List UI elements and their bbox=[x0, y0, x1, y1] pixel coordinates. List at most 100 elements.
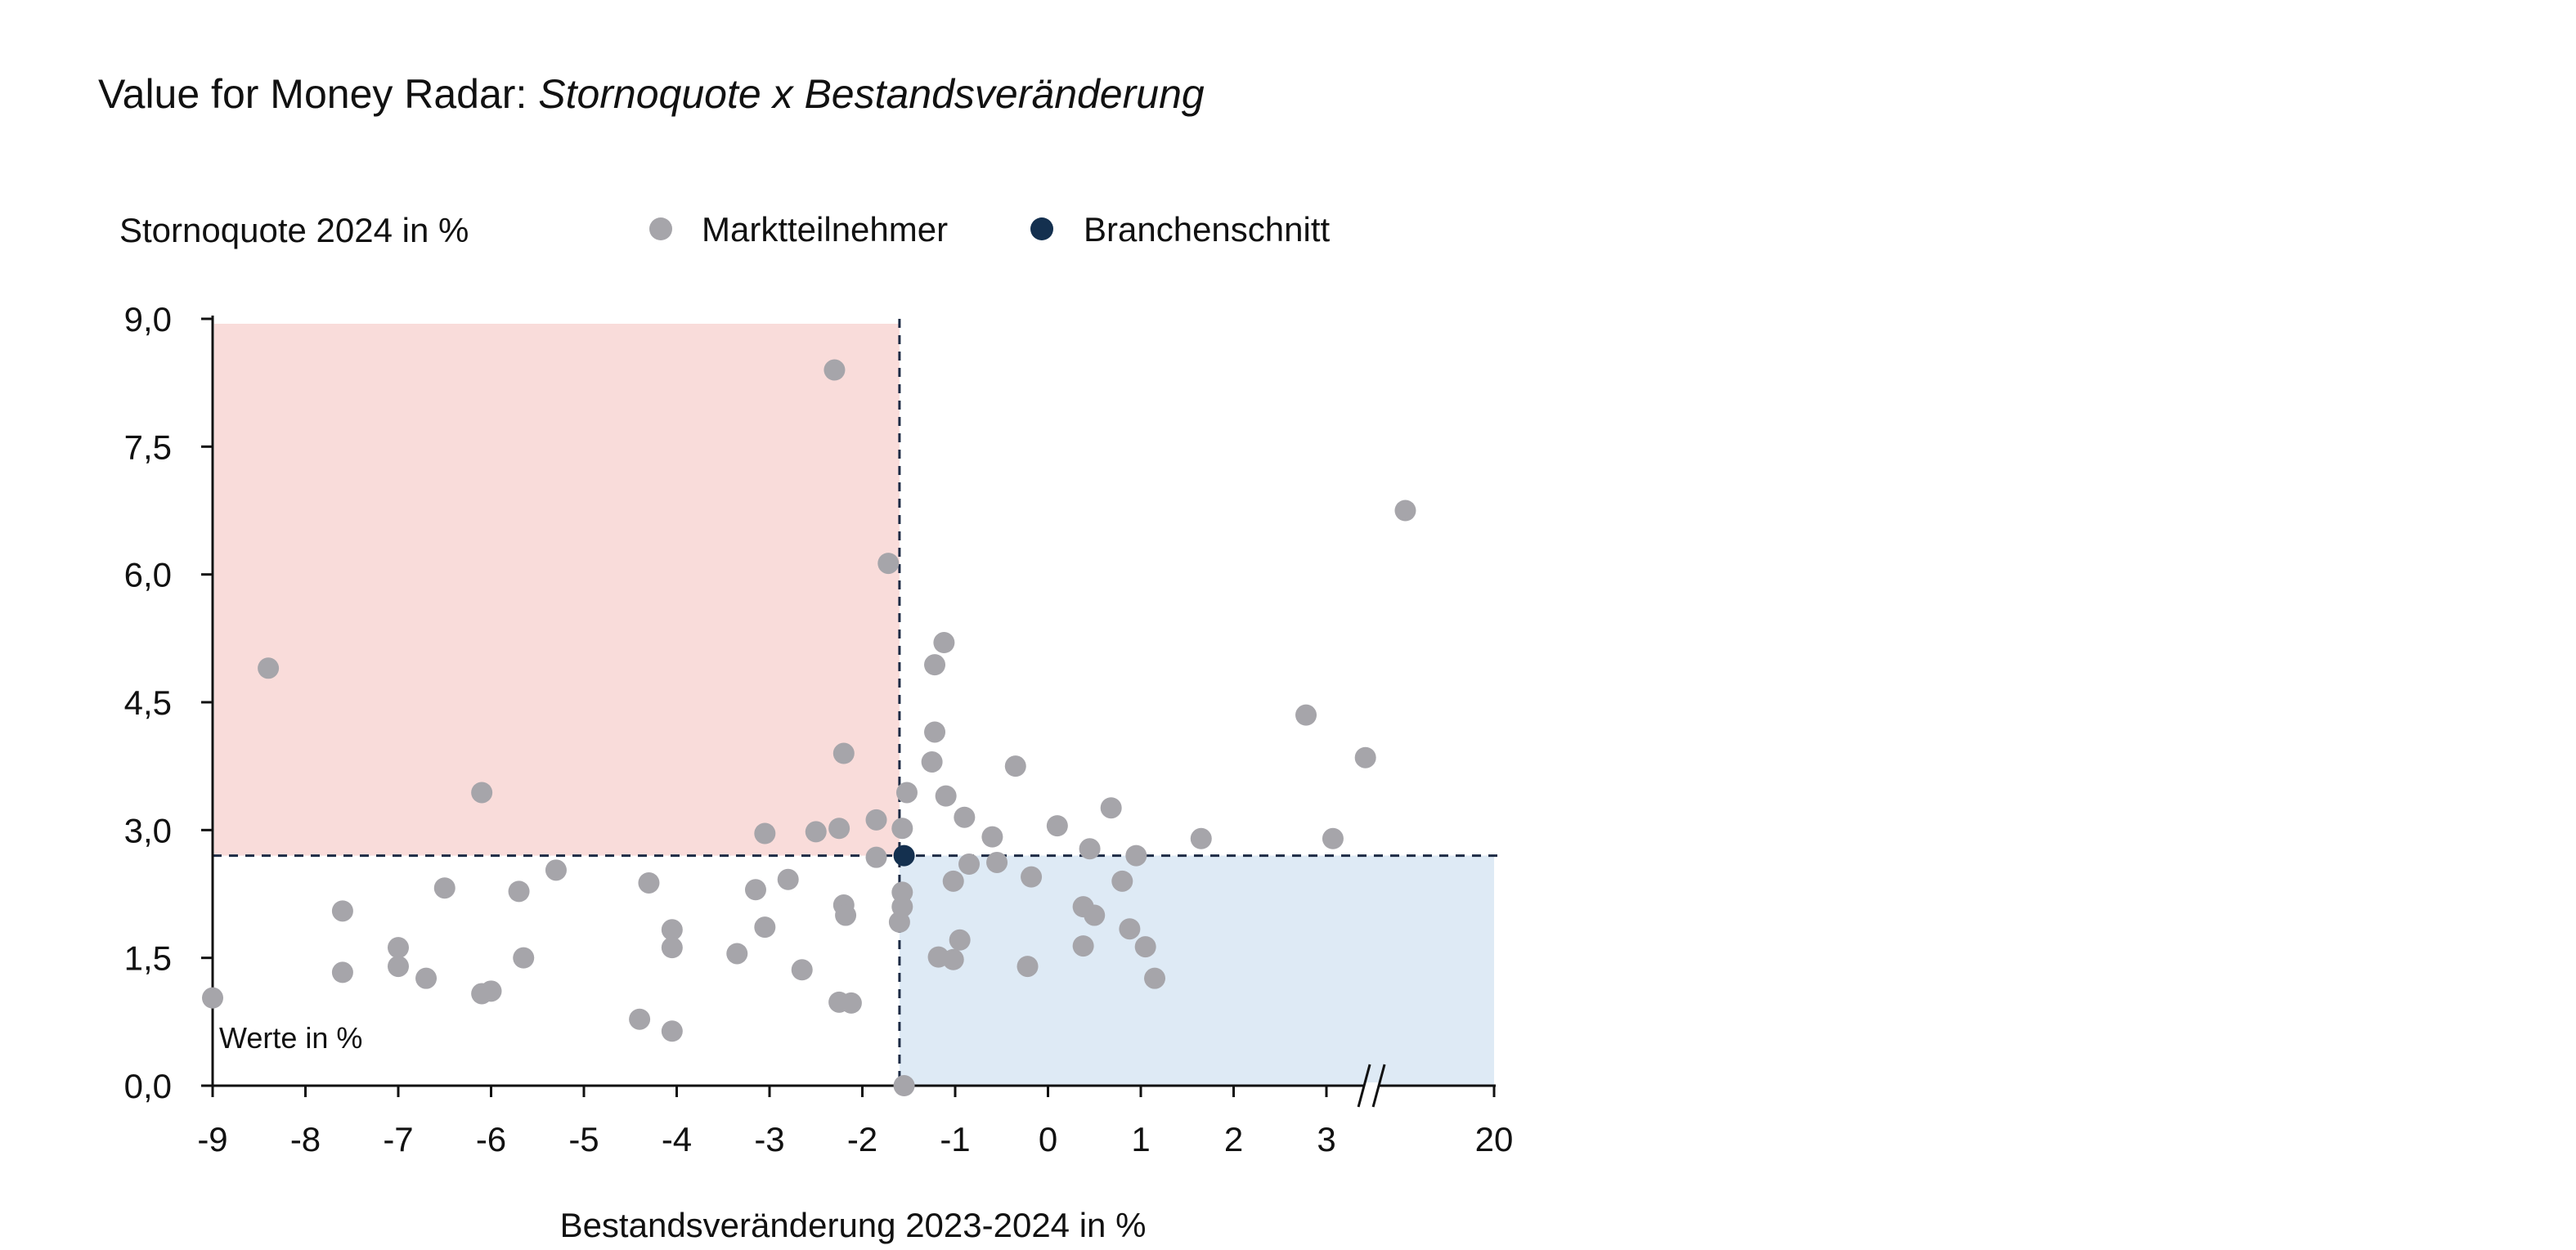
participant-point bbox=[258, 657, 280, 679]
x-axis-break-mark bbox=[1371, 1064, 1386, 1108]
participant-point bbox=[828, 818, 850, 840]
shaded-quadrants bbox=[214, 324, 1494, 1086]
participant-point bbox=[1072, 935, 1094, 957]
x-tick-label: 2 bbox=[1224, 1120, 1243, 1158]
participant-point bbox=[891, 818, 913, 840]
participant-point bbox=[954, 806, 976, 828]
x-tick-label: 0 bbox=[1039, 1120, 1057, 1158]
participant-point bbox=[933, 632, 955, 654]
reference-lines bbox=[213, 319, 1497, 1086]
chart-title: Value for Money Radar: Stornoquote x Bes… bbox=[98, 71, 1205, 117]
participant-point bbox=[840, 992, 862, 1014]
participant-point bbox=[942, 948, 964, 970]
participant-point bbox=[480, 980, 502, 1002]
participant-point bbox=[754, 822, 776, 845]
participant-point bbox=[1021, 866, 1043, 888]
y-tick-label: 4,5 bbox=[124, 683, 172, 722]
x-tick-label: -4 bbox=[662, 1120, 692, 1158]
values-note: Werte in % bbox=[219, 1021, 362, 1055]
quadrant-top-left bbox=[214, 324, 900, 856]
participant-point bbox=[661, 937, 683, 959]
legend: Marktteilnehmer Branchenschnitt bbox=[649, 210, 1331, 249]
participant-point bbox=[726, 943, 748, 965]
x-axis-ticks: -9 -8 -7 -6 -5 -4 -3 -2 -1 0 1 2 3 20 bbox=[197, 1086, 1513, 1158]
y-tick-label: 6,0 bbox=[124, 556, 172, 594]
participant-point bbox=[921, 750, 943, 773]
participant-point bbox=[924, 654, 946, 676]
participant-point bbox=[415, 967, 438, 989]
participant-point bbox=[935, 785, 957, 807]
participant-point bbox=[893, 1075, 915, 1096]
participant-point bbox=[1004, 755, 1026, 777]
participant-point bbox=[202, 987, 223, 1009]
participant-point bbox=[1322, 827, 1344, 849]
participant-point bbox=[805, 821, 827, 843]
participant-point bbox=[942, 870, 964, 892]
participant-point bbox=[777, 868, 799, 890]
y-tick-label: 1,5 bbox=[124, 939, 172, 978]
participant-point bbox=[981, 826, 1003, 848]
industry-average-point bbox=[893, 845, 915, 867]
participant-point bbox=[629, 1008, 651, 1030]
participant-point bbox=[754, 916, 776, 939]
y-axis-label: Stornoquote 2024 in % bbox=[119, 211, 469, 249]
participant-point bbox=[895, 782, 918, 804]
participant-point bbox=[331, 900, 353, 922]
legend-marker-average bbox=[1030, 217, 1053, 240]
participant-point bbox=[638, 871, 660, 894]
participant-point bbox=[924, 721, 946, 743]
participant-point bbox=[1100, 797, 1122, 819]
x-tick-label: 1 bbox=[1131, 1120, 1150, 1158]
participant-point bbox=[508, 880, 530, 903]
x-tick-label: -6 bbox=[476, 1120, 506, 1158]
data-points bbox=[202, 359, 1416, 1096]
y-tick-label: 3,0 bbox=[124, 811, 172, 849]
participant-point bbox=[1354, 746, 1376, 768]
x-tick-label: -9 bbox=[197, 1120, 227, 1158]
participant-point bbox=[661, 1020, 683, 1042]
participant-point bbox=[865, 809, 887, 831]
participant-point bbox=[1111, 870, 1133, 892]
quadrant-bottom-right bbox=[899, 855, 1494, 1086]
participant-point bbox=[331, 961, 353, 983]
participant-point bbox=[471, 782, 493, 804]
x-tick-label: -5 bbox=[568, 1120, 599, 1158]
participant-point bbox=[545, 859, 567, 881]
x-tick-label: 3 bbox=[1317, 1120, 1335, 1158]
participant-point bbox=[1079, 838, 1101, 860]
y-tick-label: 9,0 bbox=[124, 300, 172, 338]
participant-point bbox=[949, 929, 971, 951]
x-tick-label: -7 bbox=[383, 1120, 413, 1158]
x-tick-label: -1 bbox=[940, 1120, 970, 1158]
x-tick-label: -2 bbox=[847, 1120, 877, 1158]
x-axis-break-gap bbox=[1363, 1082, 1379, 1089]
participant-point bbox=[744, 879, 766, 901]
participant-point bbox=[835, 904, 857, 926]
participant-point bbox=[958, 853, 981, 876]
participant-point bbox=[1016, 956, 1039, 978]
participant-point bbox=[1295, 704, 1317, 726]
y-tick-label: 7,5 bbox=[124, 428, 172, 466]
participant-point bbox=[513, 947, 535, 969]
x-tick-label: -8 bbox=[290, 1120, 321, 1158]
participant-point bbox=[1046, 815, 1068, 837]
y-axis-ticks: 0,0 1,5 3,0 4,5 6,0 7,5 9,0 bbox=[124, 300, 213, 1105]
participant-point bbox=[791, 959, 813, 981]
participant-point bbox=[891, 896, 913, 918]
x-tick-label: 20 bbox=[1475, 1120, 1514, 1158]
x-tick-label: -3 bbox=[754, 1120, 784, 1158]
participant-point bbox=[1394, 500, 1416, 522]
x-axis-break-mark bbox=[1357, 1064, 1371, 1108]
x-axis-label: Bestandsveränderung 2023-2024 in % bbox=[560, 1206, 1147, 1244]
participant-point bbox=[1134, 936, 1156, 958]
participant-point bbox=[824, 359, 846, 381]
participant-point bbox=[661, 919, 683, 941]
participant-point bbox=[433, 877, 456, 899]
participant-point bbox=[1125, 845, 1147, 867]
participant-point bbox=[1190, 827, 1212, 849]
participant-point bbox=[986, 851, 1008, 873]
participant-point bbox=[865, 846, 887, 868]
participant-point bbox=[1119, 918, 1141, 940]
participant-point bbox=[388, 956, 409, 978]
